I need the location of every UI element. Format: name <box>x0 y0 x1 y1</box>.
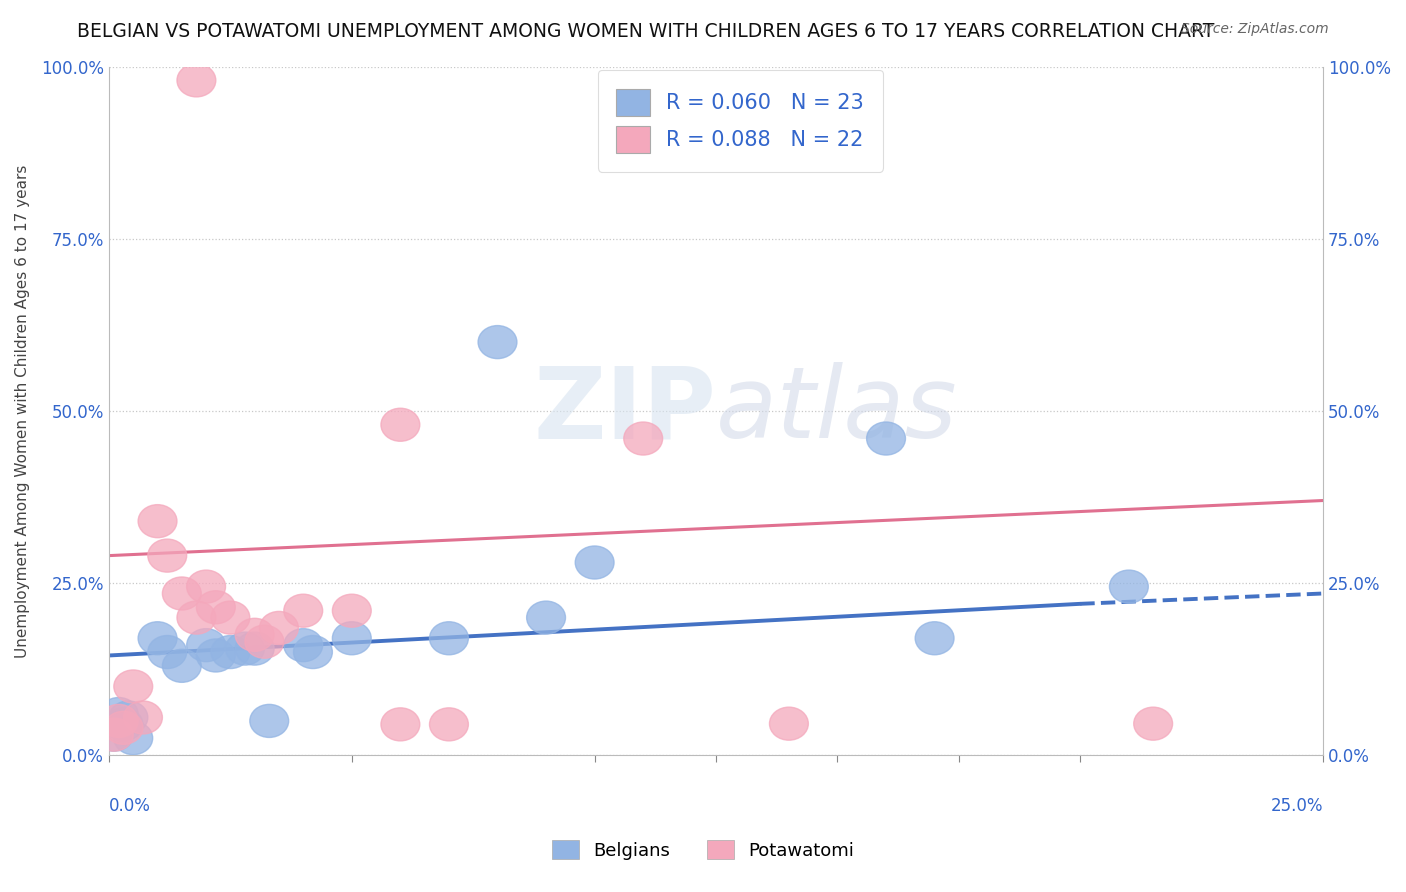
Text: 25.0%: 25.0% <box>1271 797 1323 814</box>
Text: ZIP: ZIP <box>533 362 716 459</box>
Ellipse shape <box>429 708 468 741</box>
Ellipse shape <box>187 570 225 603</box>
Legend: Belgians, Potawatomi: Belgians, Potawatomi <box>544 833 862 867</box>
Ellipse shape <box>235 632 274 665</box>
Ellipse shape <box>163 577 201 610</box>
Ellipse shape <box>915 622 955 655</box>
Legend: R = 0.060   N = 23, R = 0.088   N = 22: R = 0.060 N = 23, R = 0.088 N = 22 <box>598 70 883 171</box>
Ellipse shape <box>100 705 138 738</box>
Ellipse shape <box>1133 707 1173 740</box>
Ellipse shape <box>104 708 143 741</box>
Ellipse shape <box>138 505 177 538</box>
Text: atlas: atlas <box>716 362 957 459</box>
Ellipse shape <box>148 635 187 669</box>
Ellipse shape <box>177 64 215 97</box>
Ellipse shape <box>332 594 371 627</box>
Ellipse shape <box>211 601 250 634</box>
Ellipse shape <box>1109 570 1149 603</box>
Ellipse shape <box>211 635 250 669</box>
Ellipse shape <box>527 601 565 634</box>
Ellipse shape <box>138 622 177 655</box>
Ellipse shape <box>429 622 468 655</box>
Ellipse shape <box>94 718 134 751</box>
Ellipse shape <box>177 601 215 634</box>
Ellipse shape <box>94 718 134 751</box>
Ellipse shape <box>197 639 235 672</box>
Ellipse shape <box>114 722 153 755</box>
Ellipse shape <box>294 635 332 669</box>
Ellipse shape <box>866 422 905 455</box>
Ellipse shape <box>187 629 225 662</box>
Ellipse shape <box>284 594 322 627</box>
Ellipse shape <box>148 539 187 572</box>
Ellipse shape <box>114 670 153 703</box>
Ellipse shape <box>100 698 138 731</box>
Ellipse shape <box>381 409 420 442</box>
Ellipse shape <box>478 326 517 359</box>
Ellipse shape <box>163 649 201 682</box>
Ellipse shape <box>104 711 143 744</box>
Ellipse shape <box>381 708 420 741</box>
Ellipse shape <box>110 701 148 734</box>
Ellipse shape <box>332 622 371 655</box>
Ellipse shape <box>235 618 274 651</box>
Ellipse shape <box>245 625 284 658</box>
Text: Source: ZipAtlas.com: Source: ZipAtlas.com <box>1181 22 1329 37</box>
Ellipse shape <box>769 707 808 740</box>
Ellipse shape <box>197 591 235 624</box>
Ellipse shape <box>124 701 163 734</box>
Text: BELGIAN VS POTAWATOMI UNEMPLOYMENT AMONG WOMEN WITH CHILDREN AGES 6 TO 17 YEARS : BELGIAN VS POTAWATOMI UNEMPLOYMENT AMONG… <box>77 22 1215 41</box>
Ellipse shape <box>284 629 322 662</box>
Text: 0.0%: 0.0% <box>110 797 150 814</box>
Ellipse shape <box>250 705 288 738</box>
Ellipse shape <box>575 546 614 579</box>
Ellipse shape <box>624 422 662 455</box>
Ellipse shape <box>260 611 298 644</box>
Ellipse shape <box>225 632 264 665</box>
Y-axis label: Unemployment Among Women with Children Ages 6 to 17 years: Unemployment Among Women with Children A… <box>15 164 30 657</box>
